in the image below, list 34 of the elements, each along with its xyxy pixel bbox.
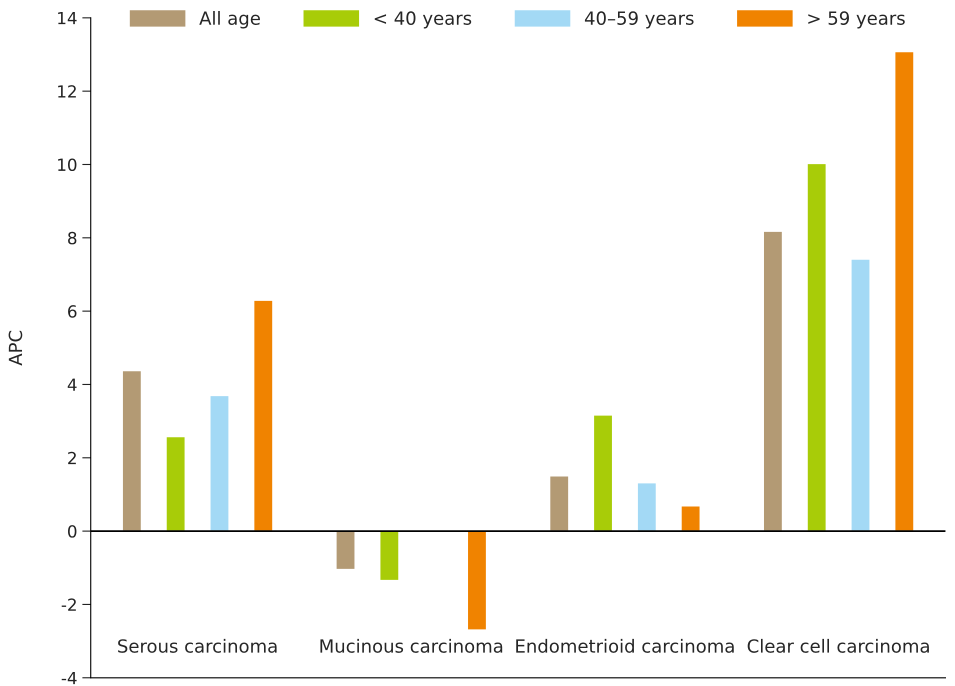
bar: [680, 505, 701, 532]
y-tick-label: 8: [68, 232, 76, 244]
y-tick-label: 10: [58, 158, 76, 172]
bar: [636, 482, 658, 532]
y-tick-label: 4: [68, 378, 77, 391]
y-tick-label: -2: [62, 598, 76, 611]
bar: [806, 162, 828, 532]
y-tick-label: 6: [68, 305, 76, 318]
bar: [466, 530, 488, 631]
x-tick-label: Endometrioid carcinoma: [516, 638, 734, 653]
x-tick-label: Mucinous carcinoma: [320, 638, 502, 653]
bar: [122, 370, 142, 532]
y-tick-label: 2: [68, 452, 76, 464]
bar: [165, 436, 186, 532]
x-tick-label: Clear cell carcinoma: [748, 638, 929, 653]
y-tick-label: 12: [58, 85, 76, 98]
bar: [850, 258, 871, 532]
bar: [548, 475, 570, 532]
legend-label: 40–59 years: [584, 11, 694, 28]
legend-label: All age: [199, 10, 260, 28]
bar: [592, 414, 614, 532]
y-tick-label: 14: [58, 12, 77, 24]
bar: [762, 230, 784, 532]
legend-label: < 40 years: [374, 11, 472, 28]
y-tick-label: -4: [62, 672, 77, 684]
x-tick-label: Serous carcinoma: [118, 638, 277, 653]
bar: [252, 299, 274, 532]
bar: [209, 394, 230, 532]
legend-label: > 59 years: [808, 11, 905, 28]
bar: [894, 50, 915, 532]
bar: [379, 530, 400, 582]
bar: [335, 530, 356, 570]
y-axis-title: APC: [8, 330, 22, 366]
y-tick-label: 0: [68, 525, 76, 538]
